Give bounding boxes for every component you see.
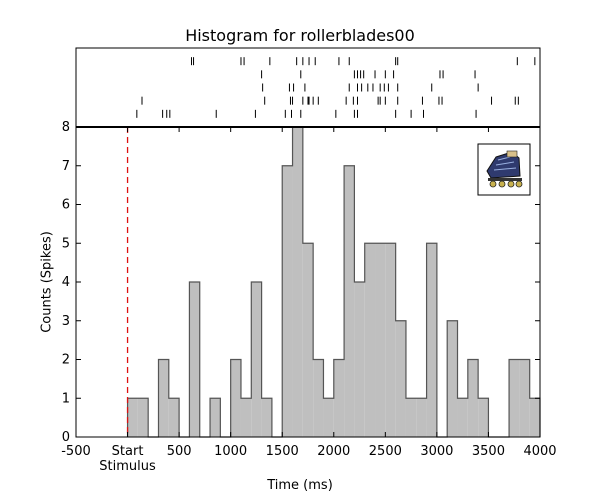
histogram-bar xyxy=(519,359,530,437)
histogram-bar xyxy=(127,398,138,437)
histogram-bar xyxy=(230,359,241,437)
plot-axes xyxy=(75,47,541,438)
y-tick-label: 7 xyxy=(62,159,70,174)
x-axis-label: Time (ms) xyxy=(267,478,333,493)
y-tick-label: 2 xyxy=(62,353,70,368)
histogram-bar xyxy=(168,398,180,437)
x-tick-sublabel: Stimulus xyxy=(99,459,156,474)
y-tick-label: 0 xyxy=(62,430,70,445)
histogram-bar xyxy=(509,359,520,437)
histogram-bar xyxy=(529,398,540,437)
histogram-bar xyxy=(210,398,221,437)
plot-frame xyxy=(75,47,541,438)
spike-raster xyxy=(136,57,536,118)
y-tick-label: 1 xyxy=(62,391,70,406)
histogram-bar xyxy=(426,243,437,437)
histogram-bar xyxy=(333,359,345,437)
histogram-bar xyxy=(189,282,200,437)
y-tick-label: 4 xyxy=(62,275,70,290)
histogram-bar xyxy=(416,398,427,437)
x-tick-label: 500 xyxy=(167,444,192,459)
histogram-bar xyxy=(282,165,293,437)
x-tick-label: 2500 xyxy=(369,444,402,459)
histogram-bar xyxy=(364,243,376,437)
x-tick-label: 4000 xyxy=(523,444,556,459)
histogram-bar xyxy=(447,320,458,437)
y-tick-label: 8 xyxy=(62,120,70,135)
histogram-bar xyxy=(292,127,303,437)
histogram-bar xyxy=(375,243,386,437)
rollerblades-icon xyxy=(477,143,531,196)
x-tick-label: 1500 xyxy=(266,444,299,459)
histogram-bar xyxy=(158,359,169,437)
histogram-bars xyxy=(126,126,541,438)
x-tick-label: 2000 xyxy=(317,444,350,459)
x-tick-label: 3000 xyxy=(420,444,453,459)
histogram-bar xyxy=(240,398,252,437)
histogram-bar xyxy=(405,398,417,437)
histogram-outline xyxy=(126,126,541,438)
histogram-bar xyxy=(251,282,262,437)
histogram-bar xyxy=(467,359,479,437)
y-ticks: 0 1 2 3 4 5 6 7 8 xyxy=(62,120,540,445)
x-tick-label: 3500 xyxy=(472,444,505,459)
histogram-bar xyxy=(478,398,489,437)
histogram-bar xyxy=(457,398,468,437)
histogram-bar xyxy=(313,359,324,437)
histogram-bar xyxy=(354,282,365,437)
x-tick-label: Start xyxy=(112,444,144,459)
histogram-bar xyxy=(344,165,355,437)
y-tick-label: 6 xyxy=(62,198,70,213)
x-tick-label: 1000 xyxy=(214,444,247,459)
x-tick-label: -500 xyxy=(61,444,91,459)
histogram-bar xyxy=(323,398,334,437)
histogram-bar xyxy=(395,320,406,437)
histogram-bar xyxy=(302,243,314,437)
histogram-bar xyxy=(137,398,149,437)
x-ticks: -500 Start 500 1000 1500 2000 2500 3000 3500 4000… xyxy=(61,127,557,474)
histogram-bar xyxy=(261,398,272,437)
histogram-bar xyxy=(385,243,396,437)
y-tick-label: 3 xyxy=(62,314,70,329)
chart-title: Histogram for rollerblades00 xyxy=(185,26,415,45)
y-tick-label: 5 xyxy=(62,236,70,251)
